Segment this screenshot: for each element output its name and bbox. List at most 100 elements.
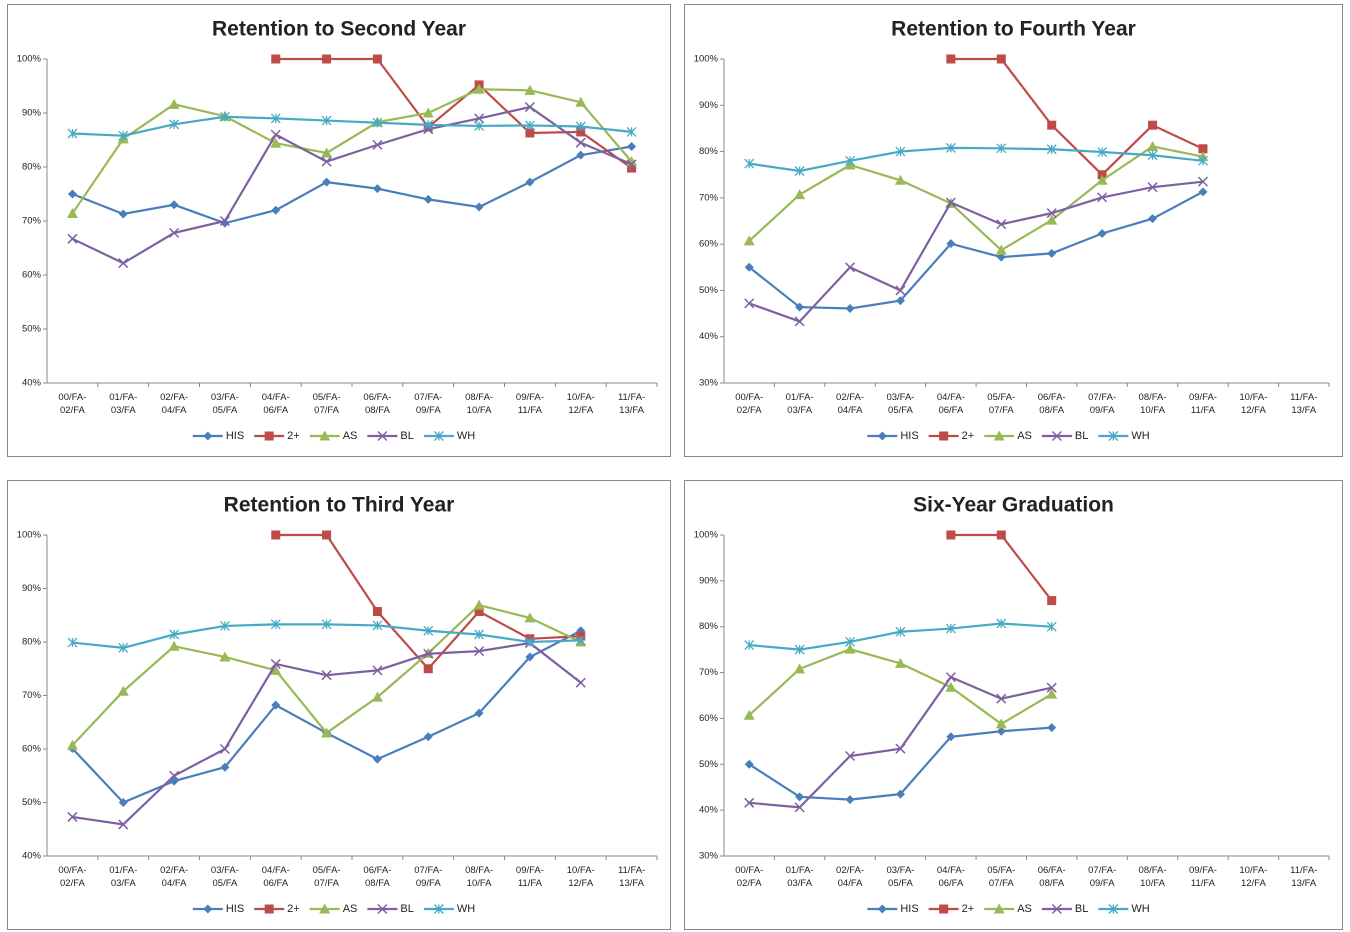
- marker: [794, 644, 805, 655]
- marker: [474, 629, 485, 640]
- marker: [118, 798, 128, 807]
- marker: [219, 743, 230, 755]
- marker: [945, 197, 956, 208]
- marker: [322, 530, 332, 540]
- y-tick-label: 60%: [699, 239, 719, 250]
- marker: [1046, 688, 1058, 699]
- marker: [524, 102, 535, 113]
- marker: [626, 126, 637, 137]
- marker: [271, 530, 281, 540]
- x-tick-label: 00/FA-02/FA: [58, 392, 86, 416]
- marker: [894, 174, 906, 185]
- marker: [67, 811, 78, 822]
- marker: [845, 262, 856, 273]
- marker: [117, 685, 129, 696]
- y-tick-label: 90%: [22, 583, 42, 594]
- x-tick-label: 02/FA-04/FA: [836, 392, 864, 416]
- marker: [219, 651, 231, 662]
- marker: [474, 708, 484, 718]
- marker: [1047, 248, 1057, 258]
- chart-title: Retention to Third Year: [224, 494, 455, 517]
- y-tick-label: 40%: [22, 378, 42, 389]
- y-tick-label: 100%: [17, 54, 42, 65]
- marker: [576, 626, 586, 636]
- y-tick-label: 60%: [22, 744, 42, 755]
- marker: [474, 607, 484, 617]
- x-tick-label: 10/FA-12/FA: [567, 865, 595, 889]
- legend-label: WH: [457, 430, 475, 442]
- x-tick-label: 04/FA-06/FA: [262, 865, 290, 889]
- chart-title: Retention to Fourth Year: [891, 18, 1136, 41]
- marker: [744, 640, 755, 651]
- marker: [627, 163, 637, 173]
- marker: [372, 620, 383, 631]
- legend-label: WH: [1131, 430, 1149, 442]
- marker: [877, 904, 887, 914]
- marker: [474, 646, 485, 657]
- marker: [433, 431, 444, 441]
- panel-border: [7, 480, 671, 930]
- marker: [474, 113, 485, 124]
- y-tick-label: 90%: [699, 100, 719, 111]
- marker: [270, 129, 281, 140]
- marker: [169, 119, 180, 130]
- marker: [67, 233, 78, 244]
- marker: [1147, 140, 1159, 151]
- legend: HIS 2+ AS BL WH: [192, 430, 475, 442]
- series-line: [72, 115, 632, 137]
- legend-label: AS: [1017, 903, 1032, 915]
- legend-label: HIS: [226, 903, 244, 915]
- marker: [118, 642, 129, 653]
- x-tick-label: 04/FA-06/FA: [262, 392, 290, 416]
- legend-label: AS: [1017, 430, 1032, 442]
- marker: [794, 166, 805, 176]
- y-tick-label: 40%: [699, 331, 719, 342]
- marker: [576, 127, 586, 137]
- series-line: [748, 145, 1204, 252]
- legend-label: 2+: [287, 903, 300, 915]
- legend: HIS 2+ AS BL WH: [192, 903, 475, 915]
- marker: [372, 117, 383, 128]
- y-tick-label: 80%: [699, 621, 719, 632]
- x-tick-label: 07/FA-09/FA: [1088, 865, 1116, 889]
- marker: [372, 184, 382, 194]
- marker: [270, 664, 282, 675]
- x-tick-label: 01/FA-03/FA: [786, 392, 814, 416]
- marker: [422, 107, 434, 118]
- marker: [946, 530, 956, 540]
- y-tick-label: 80%: [22, 162, 42, 173]
- x-tick-label: 01/FA-03/FA: [786, 865, 814, 889]
- marker: [377, 430, 388, 442]
- marker: [575, 96, 587, 107]
- marker: [575, 121, 586, 132]
- marker: [264, 904, 274, 914]
- x-tick-label: 05/FA-07/FA: [313, 392, 341, 416]
- marker: [423, 648, 434, 659]
- marker: [203, 431, 213, 441]
- x-tick-label: 01/FA-03/FA: [109, 865, 137, 889]
- marker: [744, 158, 755, 169]
- marker: [473, 83, 485, 94]
- marker: [203, 904, 213, 914]
- x-tick-label: 09/FA-11/FA: [516, 865, 544, 889]
- legend-label: AS: [343, 903, 358, 915]
- marker: [474, 202, 484, 212]
- marker: [795, 792, 805, 802]
- marker: [1097, 170, 1107, 180]
- marker: [996, 530, 1006, 540]
- marker: [1046, 214, 1058, 225]
- marker: [1148, 120, 1158, 130]
- marker: [895, 626, 906, 637]
- marker: [168, 640, 180, 651]
- y-tick-label: 90%: [22, 108, 42, 119]
- marker: [525, 177, 535, 187]
- marker: [996, 143, 1007, 154]
- marker: [371, 691, 383, 702]
- marker: [1046, 682, 1057, 693]
- x-tick-label: 04/FA-06/FA: [937, 392, 965, 416]
- legend-label: HIS: [900, 903, 918, 915]
- y-tick-label: 60%: [22, 270, 42, 281]
- series-line: [71, 105, 633, 265]
- marker: [996, 618, 1007, 629]
- marker: [322, 177, 332, 187]
